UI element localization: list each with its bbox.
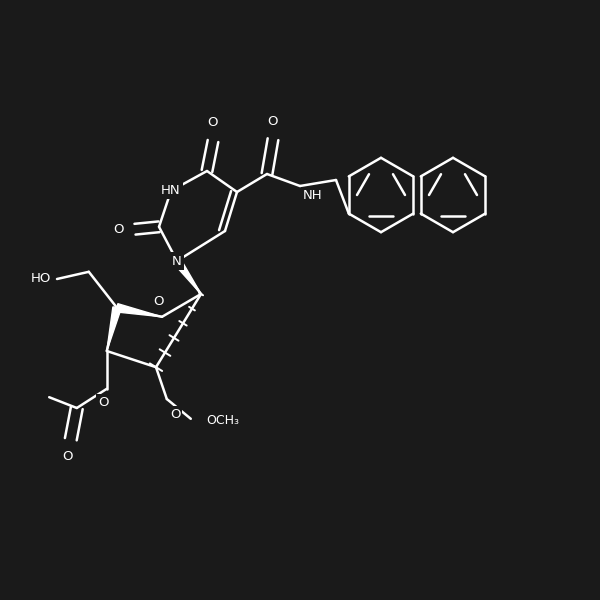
Text: OCH₃: OCH₃ xyxy=(206,414,239,427)
Text: O: O xyxy=(268,115,278,128)
Text: O: O xyxy=(170,408,181,421)
Text: HN: HN xyxy=(161,184,181,197)
Text: O: O xyxy=(114,223,124,236)
Text: NH: NH xyxy=(303,189,323,202)
Text: O: O xyxy=(208,116,218,129)
Text: O: O xyxy=(98,396,109,409)
Text: O: O xyxy=(154,295,164,308)
Polygon shape xyxy=(116,304,162,317)
Text: HO: HO xyxy=(31,272,51,286)
Polygon shape xyxy=(107,307,121,351)
Text: O: O xyxy=(62,450,73,463)
Text: N: N xyxy=(172,254,182,268)
Polygon shape xyxy=(173,259,201,294)
